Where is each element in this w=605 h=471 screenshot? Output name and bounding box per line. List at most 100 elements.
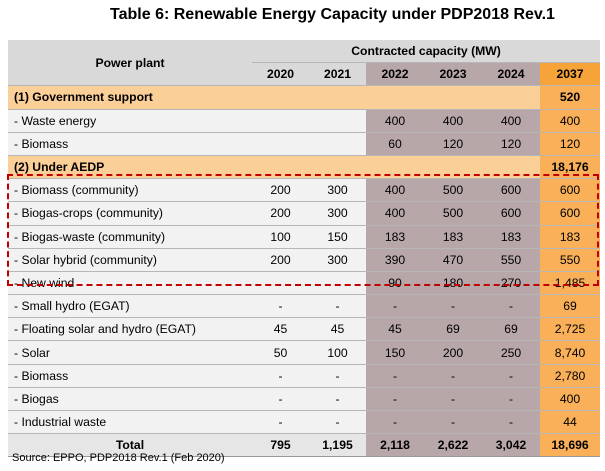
row-label: - Industrial waste (8, 410, 252, 435)
header-contracted-capacity: Contracted capacity (MW) (252, 40, 601, 64)
cell-value: 3,042 (482, 433, 540, 458)
cell-value (252, 271, 309, 296)
table-row: - Biomass (community) 200 300 400 500 600 600 (8, 178, 601, 203)
cell-value: - (252, 410, 309, 435)
cell-value: 100 (252, 225, 309, 249)
row-label: - Small hydro (EGAT) (8, 294, 252, 319)
cell-value: 470 (424, 248, 482, 272)
group-row: (2) Under AEDP 18,176 (8, 155, 601, 180)
cell-value: 44 (540, 410, 601, 435)
cell-value (252, 109, 309, 133)
row-label: - Biomass (8, 364, 252, 388)
cell-value: 45 (252, 317, 309, 342)
source-note: Source: EPPO, PDP2018 Rev.1 (Feb 2020) (12, 452, 225, 464)
cell-value: 2,118 (366, 433, 424, 458)
cell-value: 250 (482, 340, 540, 365)
cell-value: 69 (540, 294, 601, 319)
cell-value: - (309, 294, 366, 319)
cell-value: 300 (309, 248, 366, 272)
cell-value (252, 132, 309, 156)
cell-value: - (366, 387, 424, 412)
cell-value: 50 (252, 340, 309, 365)
cell-value: 2,780 (540, 364, 601, 388)
cell-value: 200 (252, 201, 309, 226)
cell-value (309, 155, 366, 180)
cell-value: 120 (482, 132, 540, 156)
capacity-table: Power plant Contracted capacity (MW) 202… (8, 40, 601, 458)
cell-value (482, 155, 540, 180)
cell-value: 600 (540, 178, 601, 203)
cell-value (309, 132, 366, 156)
cell-value: 400 (540, 387, 601, 412)
table-row: - Biogas - - - - -400 (8, 387, 601, 412)
row-label: - New wind (8, 271, 252, 296)
cell-value (482, 85, 540, 110)
cell-value: 2,725 (540, 317, 601, 342)
table-row: - Biogas-crops (community) 200 300 400 500 60… (8, 201, 601, 226)
total-row: Total 795 1,195 2,118 2,622 3,042 18,696 (8, 433, 601, 458)
cell-value: - (309, 387, 366, 412)
cell-value (424, 85, 482, 110)
table-row: - Biomass - - - - -2,780 (8, 364, 601, 388)
cell-value: 600 (540, 201, 601, 226)
cell-value: 600 (482, 178, 540, 203)
cell-value: 600 (482, 201, 540, 226)
row-label: - Biogas-waste (community) (8, 225, 252, 249)
cell-value: 400 (366, 201, 424, 226)
cell-value: 183 (540, 225, 601, 249)
cell-value: 180 (424, 271, 482, 296)
cell-value: 18,696 (540, 433, 601, 458)
cell-value: 183 (366, 225, 424, 249)
cell-value: - (424, 294, 482, 319)
cell-value: 200 (424, 340, 482, 365)
table-title: Table 6: Renewable Energy Capacity under… (110, 6, 555, 23)
table-row: - Biomass 60 120 120 120 (8, 132, 601, 156)
cell-value: - (252, 364, 309, 388)
row-label: (1) Government support (8, 85, 252, 110)
row-label: - Biomass (community) (8, 178, 252, 203)
table-row: - Solar 50 100 150 200 250 8,740 (8, 340, 601, 365)
cell-value (252, 155, 309, 180)
cell-value: 183 (424, 225, 482, 249)
cell-value: 300 (309, 178, 366, 203)
cell-value: - (252, 294, 309, 319)
cell-value: 200 (252, 248, 309, 272)
cell-value: 400 (482, 109, 540, 133)
table-row: - Floating solar and hydro (EGAT) 45 45 45 6… (8, 317, 601, 342)
cell-value (309, 85, 366, 110)
cell-value: 550 (540, 248, 601, 272)
header-year: 2023 (424, 62, 482, 87)
cell-value: - (309, 364, 366, 388)
table-row: - Waste energy 400 400 400 400 (8, 109, 601, 133)
table-row: - New wind 90 180 270 1,485 (8, 271, 601, 296)
table-row: - Small hydro (EGAT) - - - - -69 (8, 294, 601, 319)
cell-value: 69 (482, 317, 540, 342)
cell-value: - (482, 294, 540, 319)
cell-value: - (424, 387, 482, 412)
cell-value: 270 (482, 271, 540, 296)
header-year: 2022 (366, 62, 424, 87)
cell-value: 400 (366, 178, 424, 203)
cell-value: 500 (424, 178, 482, 203)
cell-value: 18,176 (540, 155, 601, 180)
row-label: - Solar (8, 340, 252, 365)
cell-value: - (366, 364, 424, 388)
header-year: 2024 (482, 62, 540, 87)
header-year: 2037 (540, 62, 601, 87)
cell-value: 120 (540, 132, 601, 156)
row-label: (2) Under AEDP (8, 155, 252, 180)
cell-value: 150 (366, 340, 424, 365)
cell-value: - (309, 410, 366, 435)
cell-value: - (366, 410, 424, 435)
cell-value: 300 (309, 201, 366, 226)
cell-value: - (482, 387, 540, 412)
cell-value (309, 271, 366, 296)
cell-value: 8,740 (540, 340, 601, 365)
cell-value: 200 (252, 178, 309, 203)
cell-value: - (252, 387, 309, 412)
cell-value: - (482, 364, 540, 388)
cell-value: 390 (366, 248, 424, 272)
cell-value: 500 (424, 201, 482, 226)
cell-value: 150 (309, 225, 366, 249)
cell-value (309, 109, 366, 133)
